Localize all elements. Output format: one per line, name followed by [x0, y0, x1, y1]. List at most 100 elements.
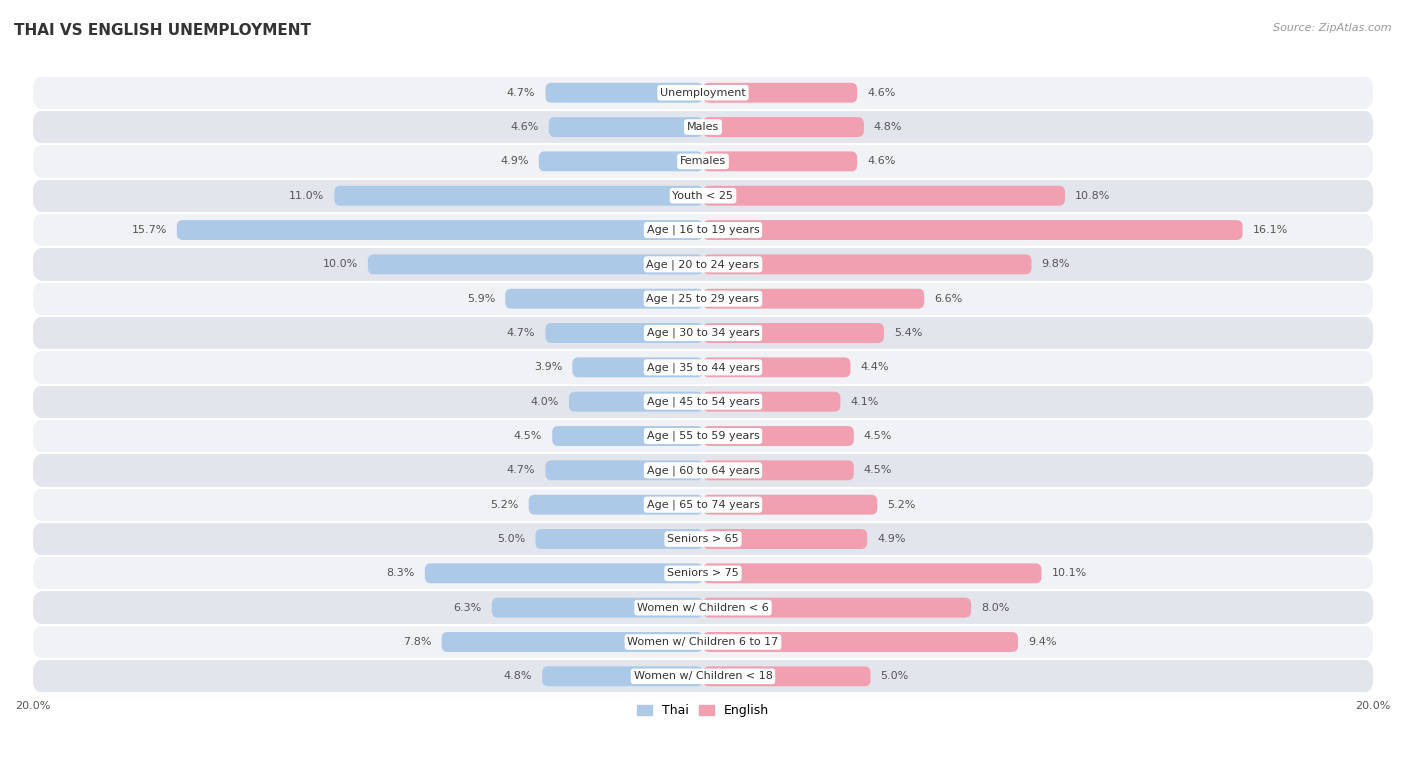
FancyBboxPatch shape	[441, 632, 703, 652]
FancyBboxPatch shape	[32, 419, 1374, 453]
Text: 5.0%: 5.0%	[498, 534, 526, 544]
Text: 4.9%: 4.9%	[501, 157, 529, 167]
FancyBboxPatch shape	[32, 385, 1374, 419]
Text: 5.2%: 5.2%	[887, 500, 915, 509]
FancyBboxPatch shape	[32, 556, 1374, 590]
FancyBboxPatch shape	[703, 666, 870, 687]
Text: 4.7%: 4.7%	[508, 466, 536, 475]
Text: Males: Males	[688, 122, 718, 132]
Text: 4.5%: 4.5%	[513, 431, 543, 441]
FancyBboxPatch shape	[703, 495, 877, 515]
Text: THAI VS ENGLISH UNEMPLOYMENT: THAI VS ENGLISH UNEMPLOYMENT	[14, 23, 311, 38]
FancyBboxPatch shape	[703, 632, 1018, 652]
Text: Women w/ Children < 18: Women w/ Children < 18	[634, 671, 772, 681]
FancyBboxPatch shape	[32, 213, 1374, 248]
Text: Unemployment: Unemployment	[661, 88, 745, 98]
FancyBboxPatch shape	[32, 350, 1374, 385]
Text: 16.1%: 16.1%	[1253, 225, 1288, 235]
Text: Females: Females	[681, 157, 725, 167]
Text: 8.0%: 8.0%	[981, 603, 1010, 612]
FancyBboxPatch shape	[32, 659, 1374, 693]
Legend: Thai, English: Thai, English	[633, 701, 773, 721]
Text: 4.8%: 4.8%	[503, 671, 531, 681]
FancyBboxPatch shape	[553, 426, 703, 446]
FancyBboxPatch shape	[505, 288, 703, 309]
FancyBboxPatch shape	[703, 151, 858, 171]
FancyBboxPatch shape	[703, 185, 1064, 206]
Text: 5.0%: 5.0%	[880, 671, 908, 681]
FancyBboxPatch shape	[177, 220, 703, 240]
FancyBboxPatch shape	[703, 254, 1032, 274]
Text: 4.8%: 4.8%	[875, 122, 903, 132]
Text: Age | 65 to 74 years: Age | 65 to 74 years	[647, 500, 759, 510]
Text: Age | 25 to 29 years: Age | 25 to 29 years	[647, 294, 759, 304]
Text: Age | 60 to 64 years: Age | 60 to 64 years	[647, 465, 759, 475]
Text: 6.6%: 6.6%	[934, 294, 963, 304]
FancyBboxPatch shape	[529, 495, 703, 515]
FancyBboxPatch shape	[548, 117, 703, 137]
Text: 4.5%: 4.5%	[863, 431, 893, 441]
Text: 5.2%: 5.2%	[491, 500, 519, 509]
Text: 11.0%: 11.0%	[290, 191, 325, 201]
Text: 15.7%: 15.7%	[131, 225, 167, 235]
Text: Age | 20 to 24 years: Age | 20 to 24 years	[647, 259, 759, 269]
FancyBboxPatch shape	[32, 145, 1374, 179]
FancyBboxPatch shape	[703, 83, 858, 103]
FancyBboxPatch shape	[32, 179, 1374, 213]
Text: 4.0%: 4.0%	[530, 397, 558, 407]
FancyBboxPatch shape	[32, 625, 1374, 659]
FancyBboxPatch shape	[703, 357, 851, 377]
Text: 9.4%: 9.4%	[1028, 637, 1056, 647]
Text: Age | 55 to 59 years: Age | 55 to 59 years	[647, 431, 759, 441]
FancyBboxPatch shape	[32, 453, 1374, 488]
Text: 6.3%: 6.3%	[454, 603, 482, 612]
FancyBboxPatch shape	[703, 460, 853, 480]
Text: 4.9%: 4.9%	[877, 534, 905, 544]
FancyBboxPatch shape	[425, 563, 703, 584]
Text: 9.8%: 9.8%	[1042, 260, 1070, 269]
FancyBboxPatch shape	[546, 83, 703, 103]
Text: Age | 35 to 44 years: Age | 35 to 44 years	[647, 362, 759, 372]
Text: 10.1%: 10.1%	[1052, 569, 1087, 578]
FancyBboxPatch shape	[569, 391, 703, 412]
Text: 4.6%: 4.6%	[868, 157, 896, 167]
FancyBboxPatch shape	[32, 488, 1374, 522]
FancyBboxPatch shape	[703, 426, 853, 446]
Text: Age | 30 to 34 years: Age | 30 to 34 years	[647, 328, 759, 338]
FancyBboxPatch shape	[546, 460, 703, 480]
FancyBboxPatch shape	[703, 391, 841, 412]
Text: 5.4%: 5.4%	[894, 328, 922, 338]
Text: Seniors > 65: Seniors > 65	[668, 534, 738, 544]
Text: Age | 45 to 54 years: Age | 45 to 54 years	[647, 397, 759, 407]
FancyBboxPatch shape	[32, 76, 1374, 110]
Text: 10.0%: 10.0%	[322, 260, 357, 269]
FancyBboxPatch shape	[546, 323, 703, 343]
Text: 3.9%: 3.9%	[534, 363, 562, 372]
FancyBboxPatch shape	[32, 522, 1374, 556]
FancyBboxPatch shape	[32, 590, 1374, 625]
FancyBboxPatch shape	[538, 151, 703, 171]
FancyBboxPatch shape	[703, 220, 1243, 240]
Text: 4.7%: 4.7%	[508, 328, 536, 338]
FancyBboxPatch shape	[703, 117, 863, 137]
FancyBboxPatch shape	[572, 357, 703, 377]
Text: 8.3%: 8.3%	[387, 569, 415, 578]
Text: Source: ZipAtlas.com: Source: ZipAtlas.com	[1274, 23, 1392, 33]
Text: Women w/ Children 6 to 17: Women w/ Children 6 to 17	[627, 637, 779, 647]
FancyBboxPatch shape	[335, 185, 703, 206]
Text: 5.9%: 5.9%	[467, 294, 495, 304]
Text: 4.6%: 4.6%	[868, 88, 896, 98]
FancyBboxPatch shape	[536, 529, 703, 549]
Text: 4.1%: 4.1%	[851, 397, 879, 407]
FancyBboxPatch shape	[543, 666, 703, 687]
FancyBboxPatch shape	[32, 282, 1374, 316]
Text: 4.7%: 4.7%	[508, 88, 536, 98]
FancyBboxPatch shape	[703, 529, 868, 549]
Text: 10.8%: 10.8%	[1076, 191, 1111, 201]
Text: 4.5%: 4.5%	[863, 466, 893, 475]
FancyBboxPatch shape	[32, 110, 1374, 145]
Text: 7.8%: 7.8%	[404, 637, 432, 647]
Text: Women w/ Children < 6: Women w/ Children < 6	[637, 603, 769, 612]
FancyBboxPatch shape	[368, 254, 703, 274]
FancyBboxPatch shape	[703, 323, 884, 343]
